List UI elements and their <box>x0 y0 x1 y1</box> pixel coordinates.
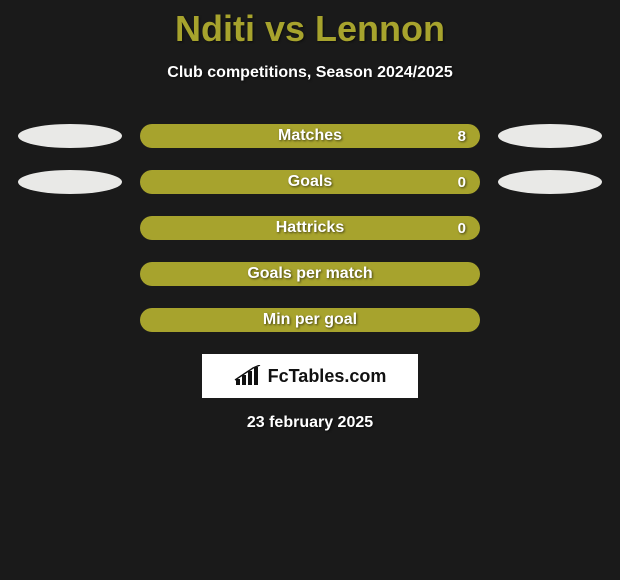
stat-value: 0 <box>458 174 466 191</box>
stat-bar: Goals 0 <box>140 170 480 194</box>
stat-row: Goals per match <box>0 262 620 286</box>
chart-bars-icon <box>234 365 262 387</box>
stat-row: Goals 0 <box>0 170 620 194</box>
page-title: Nditi vs Lennon <box>0 0 620 50</box>
stat-row: Min per goal <box>0 308 620 332</box>
right-ellipse <box>498 124 602 148</box>
left-side <box>10 170 130 194</box>
stat-bar: Matches 8 <box>140 124 480 148</box>
stat-bar: Min per goal <box>140 308 480 332</box>
left-ellipse <box>18 124 122 148</box>
stat-bar: Goals per match <box>140 262 480 286</box>
logo-box: FcTables.com <box>202 354 418 398</box>
stat-row: Matches 8 <box>0 124 620 148</box>
left-ellipse <box>18 170 122 194</box>
logo-text: FcTables.com <box>268 366 387 387</box>
stat-label: Hattricks <box>276 219 344 237</box>
stat-value: 8 <box>458 128 466 145</box>
title-part: vs <box>255 8 315 49</box>
stat-bar: Hattricks 0 <box>140 216 480 240</box>
stat-row: Hattricks 0 <box>0 216 620 240</box>
stat-label: Matches <box>278 127 342 145</box>
logo: FcTables.com <box>234 365 387 387</box>
stat-value: 0 <box>458 220 466 237</box>
title-part: Lennon <box>315 8 445 49</box>
right-side <box>490 124 610 148</box>
date: 23 february 2025 <box>0 414 620 432</box>
right-ellipse <box>498 170 602 194</box>
stats-container: Matches 8 Goals 0 Hattricks 0 Goals per match M… <box>0 124 620 332</box>
stat-label: Goals <box>288 173 332 191</box>
subtitle: Club competitions, Season 2024/2025 <box>0 64 620 82</box>
stat-label: Min per goal <box>263 311 357 329</box>
right-side <box>490 170 610 194</box>
stat-label: Goals per match <box>247 265 372 283</box>
left-side <box>10 124 130 148</box>
title-part: Nditi <box>175 8 255 49</box>
